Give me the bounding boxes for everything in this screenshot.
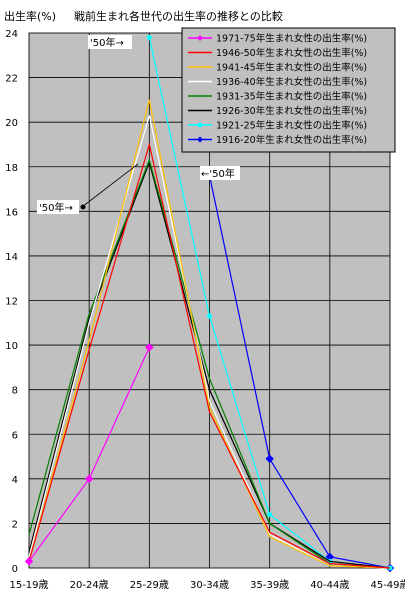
legend-item: 1916-20年生まれ女性の出生率(%) <box>188 134 367 146</box>
annotation-marker <box>80 204 86 210</box>
annotation-box <box>88 35 132 49</box>
x-tick-label: 15-19歳 <box>9 579 48 591</box>
legend-label: 1916-20年生まれ女性の出生率(%) <box>216 134 367 146</box>
x-tick-label: 35-39歳 <box>250 579 289 591</box>
legend-label: 1941-45年生まれ女性の出生率(%) <box>216 62 367 74</box>
series-2 <box>28 99 391 569</box>
legend-item: 1926-30年生まれ女性の出生率(%) <box>188 105 367 117</box>
series-line <box>28 99 391 569</box>
data-point <box>84 474 94 484</box>
x-tick-label: 25-29歳 <box>130 579 169 591</box>
annotation-label: '50年→ <box>90 36 124 49</box>
annotation-box <box>37 200 79 214</box>
series-line <box>208 175 391 569</box>
chart-title: 戦前生まれ各世代の出生率の推移との比較 <box>74 9 283 23</box>
x-tick-label: 20-24歳 <box>70 579 109 591</box>
y-tick-label: 4 <box>12 475 18 486</box>
legend-item: 1931-35年生まれ女性の出生率(%) <box>188 91 367 103</box>
legend-item: 1941-45年生まれ女性の出生率(%) <box>188 62 367 74</box>
y-tick-label: 10 <box>5 341 18 352</box>
y-tick-label: 0 <box>12 564 18 575</box>
y-tick-label: 12 <box>5 297 18 308</box>
legend-label: 1946-50年生まれ女性の出生率(%) <box>216 47 367 59</box>
annotation-leader <box>81 163 139 208</box>
legend-marker <box>197 122 203 128</box>
legend-item: 1971-75年生まれ女性の出生率(%) <box>188 33 367 45</box>
legend-marker <box>197 35 203 41</box>
y-tick-label: 16 <box>5 207 18 218</box>
legend-label: 1921-25年生まれ女性の出生率(%) <box>216 120 367 132</box>
series-5 <box>28 160 391 569</box>
legend-label: 1971-75年生まれ女性の出生率(%) <box>216 33 367 45</box>
legend-item: 1946-50年生まれ女性の出生率(%) <box>188 47 367 59</box>
x-tick-label: 30-34歳 <box>190 579 229 591</box>
legend-label: 1926-30年生まれ女性の出生率(%) <box>216 105 367 117</box>
legend-label: 1931-35年生まれ女性の出生率(%) <box>216 91 367 103</box>
y-tick-label: 14 <box>5 252 18 263</box>
y-tick-label: 6 <box>12 430 18 441</box>
data-point <box>145 343 154 352</box>
annotation-label: '50年→ <box>39 201 73 214</box>
y-tick-label: 22 <box>5 74 18 85</box>
legend-label: 1936-40年生まれ女性の出生率(%) <box>216 76 367 88</box>
y-tick-label: 8 <box>12 386 18 397</box>
annotation-label: ←'50年 <box>201 167 235 180</box>
legend-item: 1936-40年生まれ女性の出生率(%) <box>188 76 367 88</box>
legend-marker <box>197 136 203 143</box>
data-point <box>24 557 34 566</box>
data-point <box>207 313 212 319</box>
y-tick-label: 18 <box>5 163 18 174</box>
series-layer <box>24 34 395 573</box>
data-point <box>146 34 152 40</box>
legend-item: 1921-25年生まれ女性の出生率(%) <box>188 120 367 132</box>
legend: 1971-75年生まれ女性の出生率(%) 1946-50年生まれ女性の出生率(%)… <box>181 27 396 153</box>
series-1 <box>28 142 391 569</box>
legend-box <box>181 27 396 153</box>
y-tick-label: 2 <box>12 519 18 530</box>
y-tick-label: 24 <box>5 29 18 40</box>
annotation-box <box>200 166 240 180</box>
x-tick-label: 40-44歳 <box>310 579 349 591</box>
y-axis-label: 出生率(%) <box>4 9 56 23</box>
series-0 <box>24 343 154 566</box>
y-tick-label: 20 <box>5 118 18 129</box>
annotation-layer: '50年→ '50年→ ←'50年 <box>37 35 240 214</box>
data-point <box>265 454 274 463</box>
x-tick-label: 45-49歳 <box>370 579 405 591</box>
data-point <box>267 512 273 517</box>
series-line <box>28 142 391 569</box>
series-line <box>28 160 391 569</box>
